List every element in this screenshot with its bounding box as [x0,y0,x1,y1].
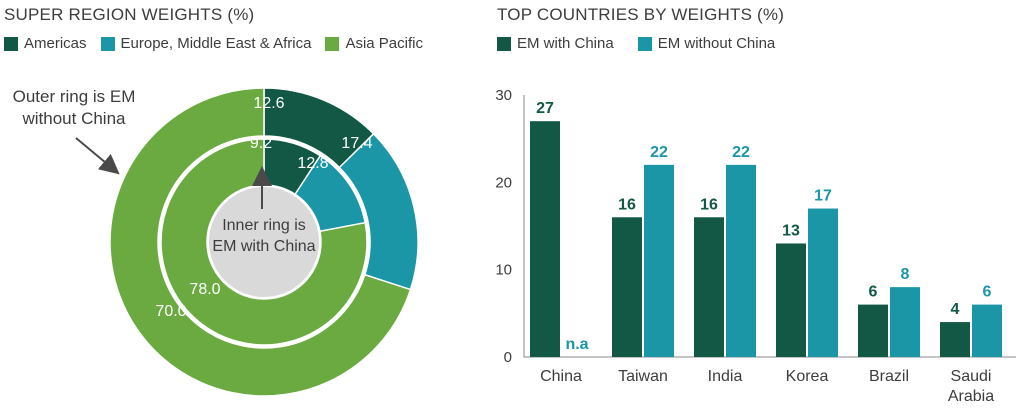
legend-item-asia-pacific: Asia Pacific [325,35,423,52]
inner-ring-label-2: 78.0 [189,281,220,298]
y-tick-label-2: 20 [495,174,512,191]
legend-label-em-without-china: EM without China [657,35,776,52]
legend-swatch-em-with-china [497,36,511,51]
bar-value-label-0-0: 27 [536,100,554,117]
bar-without-china-3 [808,208,838,357]
bar-value-label-1-4: 8 [901,266,910,283]
y-tick-label-3: 30 [495,87,512,104]
bar-value-label-0-3: 13 [782,222,800,239]
y-tick-label-0: 0 [504,349,512,366]
category-label-1-0: Taiwan [618,368,668,385]
bar-chart: 0 10 20 30 27 n.a China 16 22 Taiwan 16 22 India 13 17… [495,87,1016,405]
outer-ring-label-1: 17.4 [341,135,372,152]
legend-swatch-asia-pacific [325,36,340,51]
inner-ring-note-line-1: EM with China [212,238,315,255]
donut-chart: 12.6 17.4 70.0 9.2 12.8 78.0 Outer ring is EM w… [13,87,419,397]
inner-ring-note-line-0: Inner ring is [222,217,306,234]
y-tick-label-1: 10 [495,262,512,279]
donut-legend: Americas Europe, Middle East & Africa As… [4,35,437,52]
bar-without-china-5 [972,304,1002,357]
donut-chart-title: SUPER REGION WEIGHTS (%) [4,5,255,24]
legend-item-em-with-china: EM with China [497,35,614,52]
outer-ring-slice-2 [109,87,412,397]
category-label-4-0: Brazil [869,368,909,385]
bar-value-label-1-3: 17 [814,188,832,205]
outer-ring-note-line-1: without China [21,109,126,128]
category-label-5-0: Saudi [951,368,992,385]
legend-label-em-with-china: EM with China [517,35,614,52]
bar-value-label-1-1: 22 [650,144,668,161]
bar-with-china-1 [612,217,642,357]
legend-swatch-emea [100,36,115,51]
legend-item-americas: Americas [4,35,87,52]
bar-without-china-1 [644,164,674,357]
legend-swatch-americas [4,36,18,51]
bar-value-label-0-2: 16 [700,196,718,213]
bar-value-label-0-1: 16 [618,196,636,213]
legend-label-emea: Europe, Middle East & Africa [120,35,312,52]
bar-with-china-4 [858,304,888,357]
category-label-3-0: Korea [786,368,829,385]
bar-value-label-0-5: 4 [951,301,960,318]
legend-label-americas: Americas [24,35,87,52]
outer-ring-note-line-0: Outer ring is EM [13,87,136,106]
donut-center [209,187,319,297]
inner-ring-label-1: 12.8 [297,155,328,172]
outer-ring-arrow-icon [75,137,120,175]
legend-item-em-without-china: EM without China [637,35,776,52]
bar-axes [523,95,1016,358]
bar-without-china-2 [726,164,756,357]
bar-value-label-1-5: 6 [983,284,992,301]
bar-value-label-1-0: n.a [565,336,588,353]
bar-with-china-5 [940,322,970,357]
legend-item-emea: Europe, Middle East & Africa [100,35,312,52]
bar-legend: EM with China EM without China [497,35,789,52]
bar-without-china-4 [890,287,920,357]
outer-ring-label-2: 70.0 [155,303,186,320]
legend-label-asia-pacific: Asia Pacific [345,35,423,52]
bar-value-label-1-2: 22 [732,144,750,161]
outer-ring-label-0: 12.6 [253,95,284,112]
bar-chart-title: TOP COUNTRIES BY WEIGHTS (%) [497,5,785,24]
bar-with-china-2 [694,217,724,357]
inner-ring-slice-2 [160,138,368,346]
category-label-0-0: China [540,368,582,385]
category-label-2-0: India [708,368,743,385]
inner-ring-label-0: 9.2 [250,135,272,152]
bar-with-china-0 [530,121,560,357]
bar-value-label-0-4: 6 [869,284,878,301]
legend-swatch-em-without-china [637,36,652,51]
category-label-5-1: Arabia [948,388,994,405]
bar-with-china-3 [776,243,806,357]
